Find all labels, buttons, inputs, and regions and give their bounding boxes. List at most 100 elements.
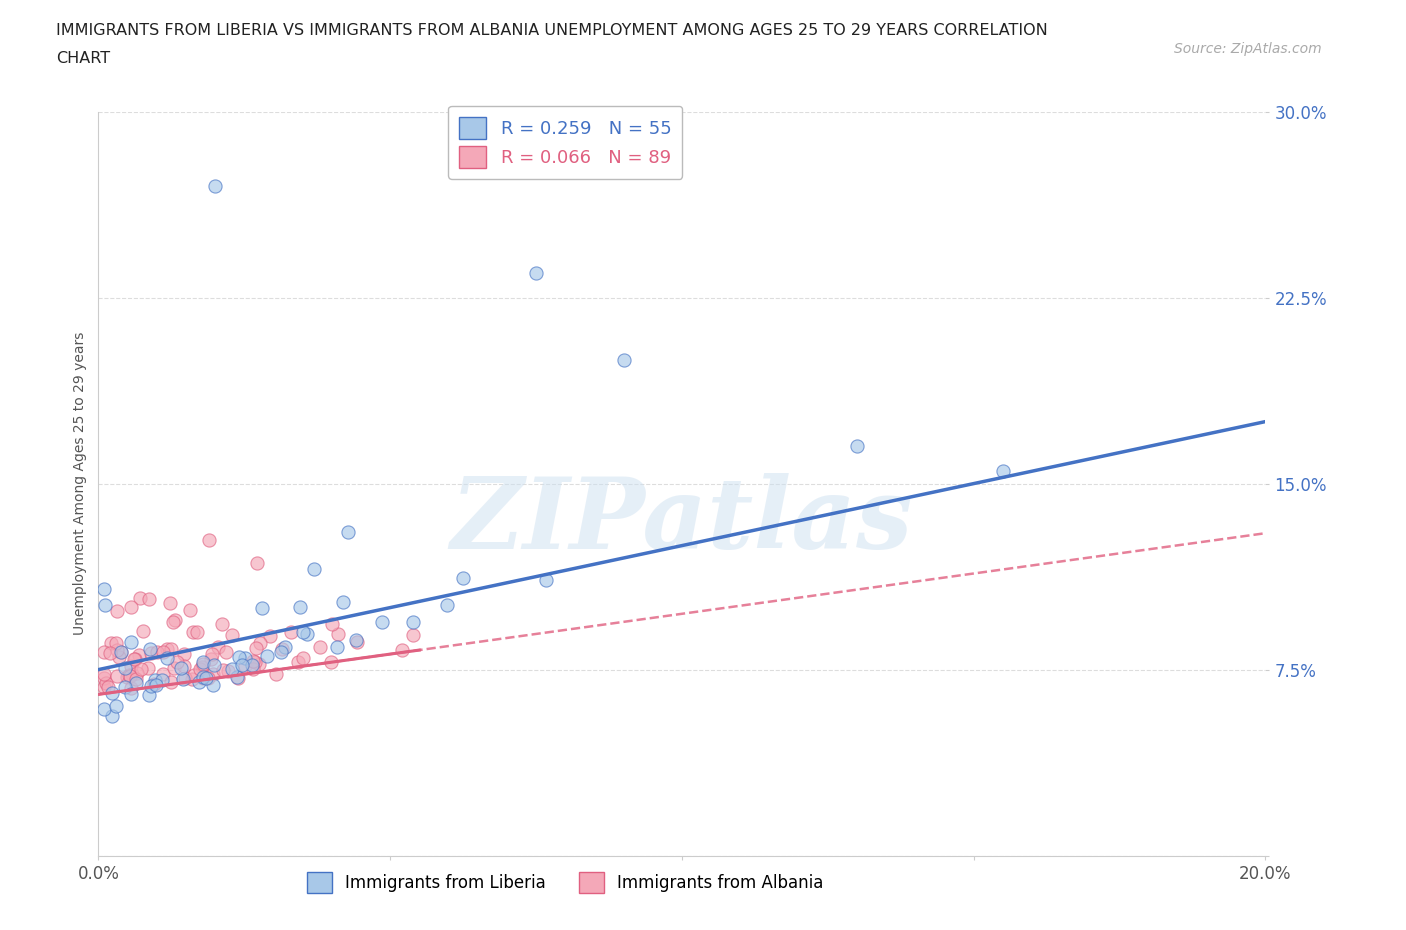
Point [121,667,143,682]
Point [401,615,423,630]
Point [172,671,194,686]
Point [337,525,360,539]
Point [264,666,287,681]
Point [159,595,181,610]
Point [114,679,136,694]
Point [226,671,249,685]
Point [107,604,129,618]
Point [198,532,221,547]
Point [128,647,150,662]
Point [193,657,215,671]
Point [129,661,152,676]
Point [250,601,273,616]
Point [138,591,160,606]
Point [287,654,309,669]
Point [245,641,267,656]
Point [93,671,115,685]
Point [93,680,115,695]
Point [173,646,195,661]
Point [105,698,128,713]
Point [371,615,394,630]
Point [101,685,124,700]
Point [200,651,222,666]
Point [108,650,131,665]
Point [107,669,129,684]
Point [156,641,179,656]
Point [138,641,160,656]
Point [174,671,197,685]
Point [93,582,115,597]
Point [118,669,141,684]
Y-axis label: Unemployment Among Ages 25 to 29 years: Unemployment Among Ages 25 to 29 years [73,332,87,635]
Legend: Immigrants from Liberia, Immigrants from Albania: Immigrants from Liberia, Immigrants from… [299,866,831,899]
Point [233,658,256,673]
Point [321,655,343,670]
Point [215,644,238,659]
Point [105,643,128,658]
Point [127,665,149,680]
Point [97,679,120,694]
Point [94,676,117,691]
Point [212,662,235,677]
Point [225,670,247,684]
Point [122,651,145,666]
Point [436,597,458,612]
Point [94,597,117,612]
Text: Source: ZipAtlas.com: Source: ZipAtlas.com [1174,42,1322,56]
Point [145,678,167,693]
Point [292,625,315,640]
Point [274,640,297,655]
Point [186,625,208,640]
Point [120,680,142,695]
Point [344,632,367,647]
Point [256,649,278,664]
Point [93,645,115,660]
Point [118,667,141,682]
Point [202,658,225,672]
Point [612,352,634,367]
Point [221,662,243,677]
Point [124,652,146,667]
Point [181,625,204,640]
Point [141,645,163,660]
Point [193,655,215,670]
Point [534,573,557,588]
Point [138,661,160,676]
Point [211,617,233,631]
Point [110,644,132,659]
Point [270,644,292,659]
Point [183,667,205,682]
Point [231,658,253,672]
Point [132,623,155,638]
Point [170,660,193,675]
Point [202,666,225,681]
Point [163,660,186,675]
Point [288,600,311,615]
Point [114,660,136,675]
Point [391,643,413,658]
Point [173,658,195,673]
Point [125,672,148,687]
Point [242,654,264,669]
Point [138,687,160,702]
Point [451,571,474,586]
Point [152,644,174,659]
Point [247,657,270,671]
Point [124,675,146,690]
Point [197,671,219,685]
Point [93,666,115,681]
Point [204,179,226,193]
Text: ZIPatlas: ZIPatlas [451,472,912,569]
Point [120,687,142,702]
Point [143,672,166,687]
Point [120,635,142,650]
Point [228,649,250,664]
Point [326,639,349,654]
Point [120,658,142,673]
Point [217,663,239,678]
Point [179,603,201,618]
Point [245,655,267,670]
Point [150,672,173,687]
Point [166,655,188,670]
Point [195,671,218,685]
